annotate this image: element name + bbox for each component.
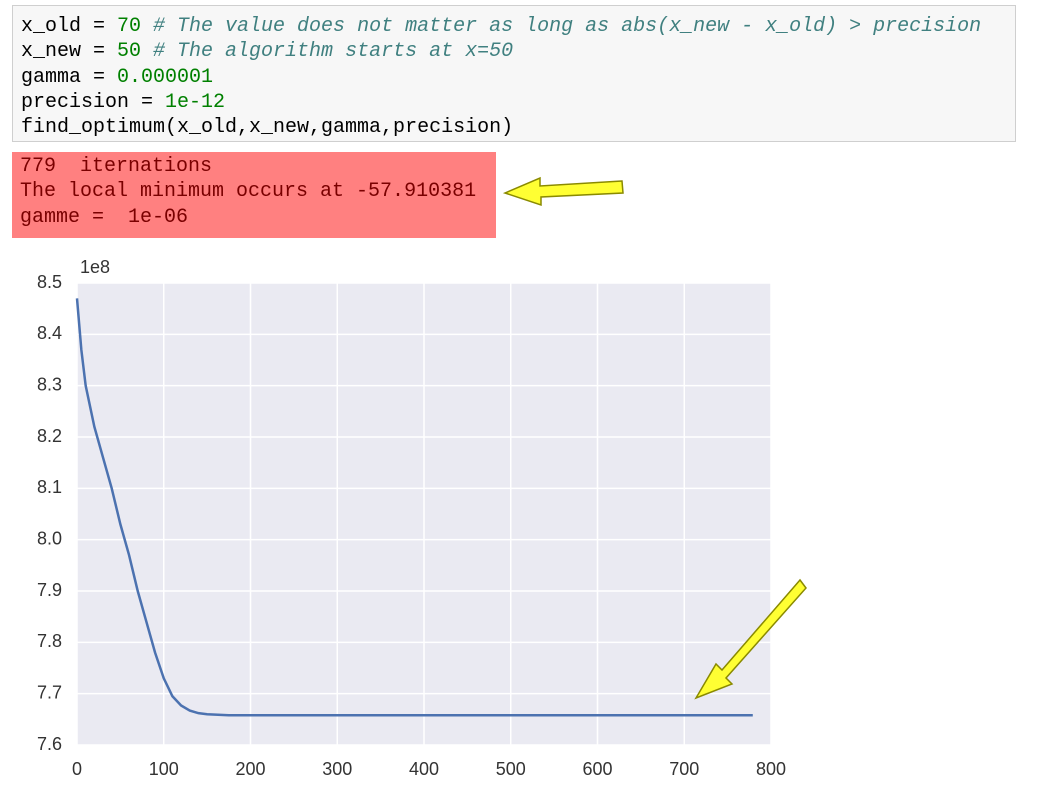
output: 779 iternations The local minimum occurs …	[12, 152, 496, 238]
y-tick-label: 8.1	[37, 477, 62, 497]
number: 1e-12	[165, 90, 226, 114]
number: 0.000001	[117, 65, 214, 89]
y-tick-label: 7.9	[37, 580, 62, 600]
arrow	[502, 176, 807, 700]
code-line: x_new = 50 # The algorithm starts at x=50	[21, 39, 1015, 64]
x-tick-label: 600	[582, 759, 612, 779]
x-tick-label: 800	[756, 759, 786, 779]
x-tick-label: 0	[72, 759, 82, 779]
code-line: find_optimum(x_old,x_new,gamma,precision…	[21, 115, 1015, 140]
y-tick-label: 8.5	[37, 272, 62, 292]
line	[75, 298, 753, 717]
code: x_new =	[21, 40, 118, 64]
y-tick-label: 7.6	[37, 734, 62, 754]
x-tick-label: 700	[669, 759, 699, 779]
y-tick-label: 8.3	[37, 374, 62, 394]
y-tick-label: 7.7	[37, 682, 62, 702]
x-tick-label: 200	[235, 759, 265, 779]
output-line: The local minimum occurs at -57.910381	[20, 180, 477, 204]
code-line: gamma = 0.000001	[21, 65, 1015, 90]
code: gamma =	[21, 65, 118, 89]
y-tick-label: 8.4	[37, 323, 62, 343]
number: 70	[117, 15, 142, 38]
output-line: gamme = 1e-06	[20, 205, 189, 229]
y-tick-label: 8.0	[37, 528, 62, 548]
code: find_optimum(x_old,x_new,gamma,precision…	[21, 116, 514, 140]
comment: # The algorithm starts at x=50	[153, 40, 514, 64]
code-line: x_old = 70 # The value does not matter as…	[21, 14, 1015, 39]
offset-label: 1e8	[80, 257, 110, 277]
y-tick-label: 7.8	[37, 631, 62, 651]
code: precision =	[21, 90, 166, 114]
output-line: 779 iternations	[20, 155, 213, 178]
code-cell[interactable]: x_old = 70 # The value does not matter as…	[12, 5, 1016, 142]
x-tick-label: 500	[496, 759, 526, 779]
code-line: precision = 1e-12	[21, 90, 1015, 115]
number: 50	[117, 40, 142, 64]
y-tick-label: 8.2	[37, 426, 62, 446]
x-tick-label: 300	[322, 759, 352, 779]
x-tick-label: 100	[149, 759, 179, 779]
comment: # The value does not matter as long as a…	[153, 15, 982, 38]
x-tick-label: 400	[409, 759, 439, 779]
code: x_old =	[21, 15, 118, 38]
